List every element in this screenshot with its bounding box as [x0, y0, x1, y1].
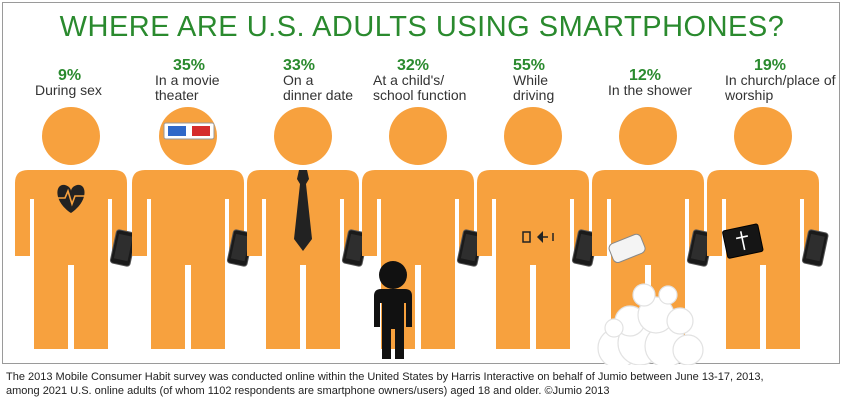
necktie-icon	[294, 170, 312, 251]
person-figure-sex	[15, 107, 137, 349]
smartphone-icon	[686, 229, 714, 267]
stat-value-sex: 9%	[58, 67, 82, 84]
person-figure-movie	[132, 107, 254, 349]
person-body	[477, 170, 589, 349]
smartphone-icon	[341, 229, 369, 267]
person-body	[15, 170, 127, 349]
person-body	[592, 170, 704, 349]
stat-value-date: 33%	[283, 57, 316, 74]
stat-label-movie: In a movie theater	[155, 72, 220, 103]
bubbles-icon	[597, 283, 704, 365]
heart-icon	[57, 184, 85, 213]
soap-icon	[608, 233, 646, 264]
person-body	[247, 170, 359, 349]
bible-icon	[722, 223, 764, 259]
chart-title: WHERE ARE U.S. ADULTS USING SMARTPHONES?	[59, 11, 785, 43]
stat-label-sex: During sex	[35, 82, 102, 98]
stat-label-driving: While driving	[513, 72, 555, 103]
person-head	[619, 107, 677, 165]
stat-value-movie: 35%	[173, 57, 206, 74]
smartphone-icon	[226, 229, 254, 267]
stat-value-school: 32%	[397, 57, 430, 74]
person-body	[132, 170, 244, 349]
person-figure-shower	[592, 107, 714, 349]
person-figure-driving	[477, 107, 599, 349]
figures-graphic	[15, 107, 829, 365]
stat-value-shower: 12%	[629, 67, 662, 84]
stat-label-school: At a child's/school function	[373, 72, 467, 103]
stat-value-driving: 55%	[513, 57, 546, 74]
stat-label-date: On a dinner date	[283, 72, 354, 103]
person-figure-date	[247, 107, 369, 349]
stat-label-shower: In the shower	[608, 82, 693, 98]
person-head	[734, 107, 792, 165]
person-head	[389, 107, 447, 165]
survey-footnote: The 2013 Mobile Consumer Habit survey wa…	[6, 370, 840, 398]
smartphone-icon	[801, 229, 829, 267]
person-head	[504, 107, 562, 165]
smartphone-icon	[109, 229, 137, 267]
3d-glasses-icon	[163, 122, 215, 140]
stat-value-church: 19%	[754, 57, 787, 74]
smartphone-icon	[456, 229, 484, 267]
footnote-line-2: among 2021 U.S. online adults (of whom 1…	[6, 385, 610, 397]
smartphone-icon	[571, 229, 599, 267]
person-figure-church	[707, 107, 829, 349]
footnote-line-1: The 2013 Mobile Consumer Habit survey wa…	[6, 371, 764, 383]
person-head	[274, 107, 332, 165]
infographic-frame: WHERE ARE U.S. ADULTS USING SMARTPHONES?…	[2, 2, 840, 365]
person-body	[707, 170, 819, 349]
person-figure-school	[362, 107, 484, 349]
child-icon	[374, 261, 412, 359]
stat-label-church: In church/place of worship	[725, 72, 836, 103]
driving-glyphs-icon	[522, 231, 554, 243]
person-head	[42, 107, 100, 165]
